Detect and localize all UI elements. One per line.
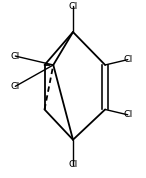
Text: Cl: Cl (11, 82, 20, 91)
Text: Cl: Cl (123, 55, 132, 64)
Text: Cl: Cl (68, 160, 78, 169)
Text: Cl: Cl (68, 2, 78, 11)
Text: Cl: Cl (11, 52, 20, 61)
Text: Cl: Cl (123, 110, 132, 119)
